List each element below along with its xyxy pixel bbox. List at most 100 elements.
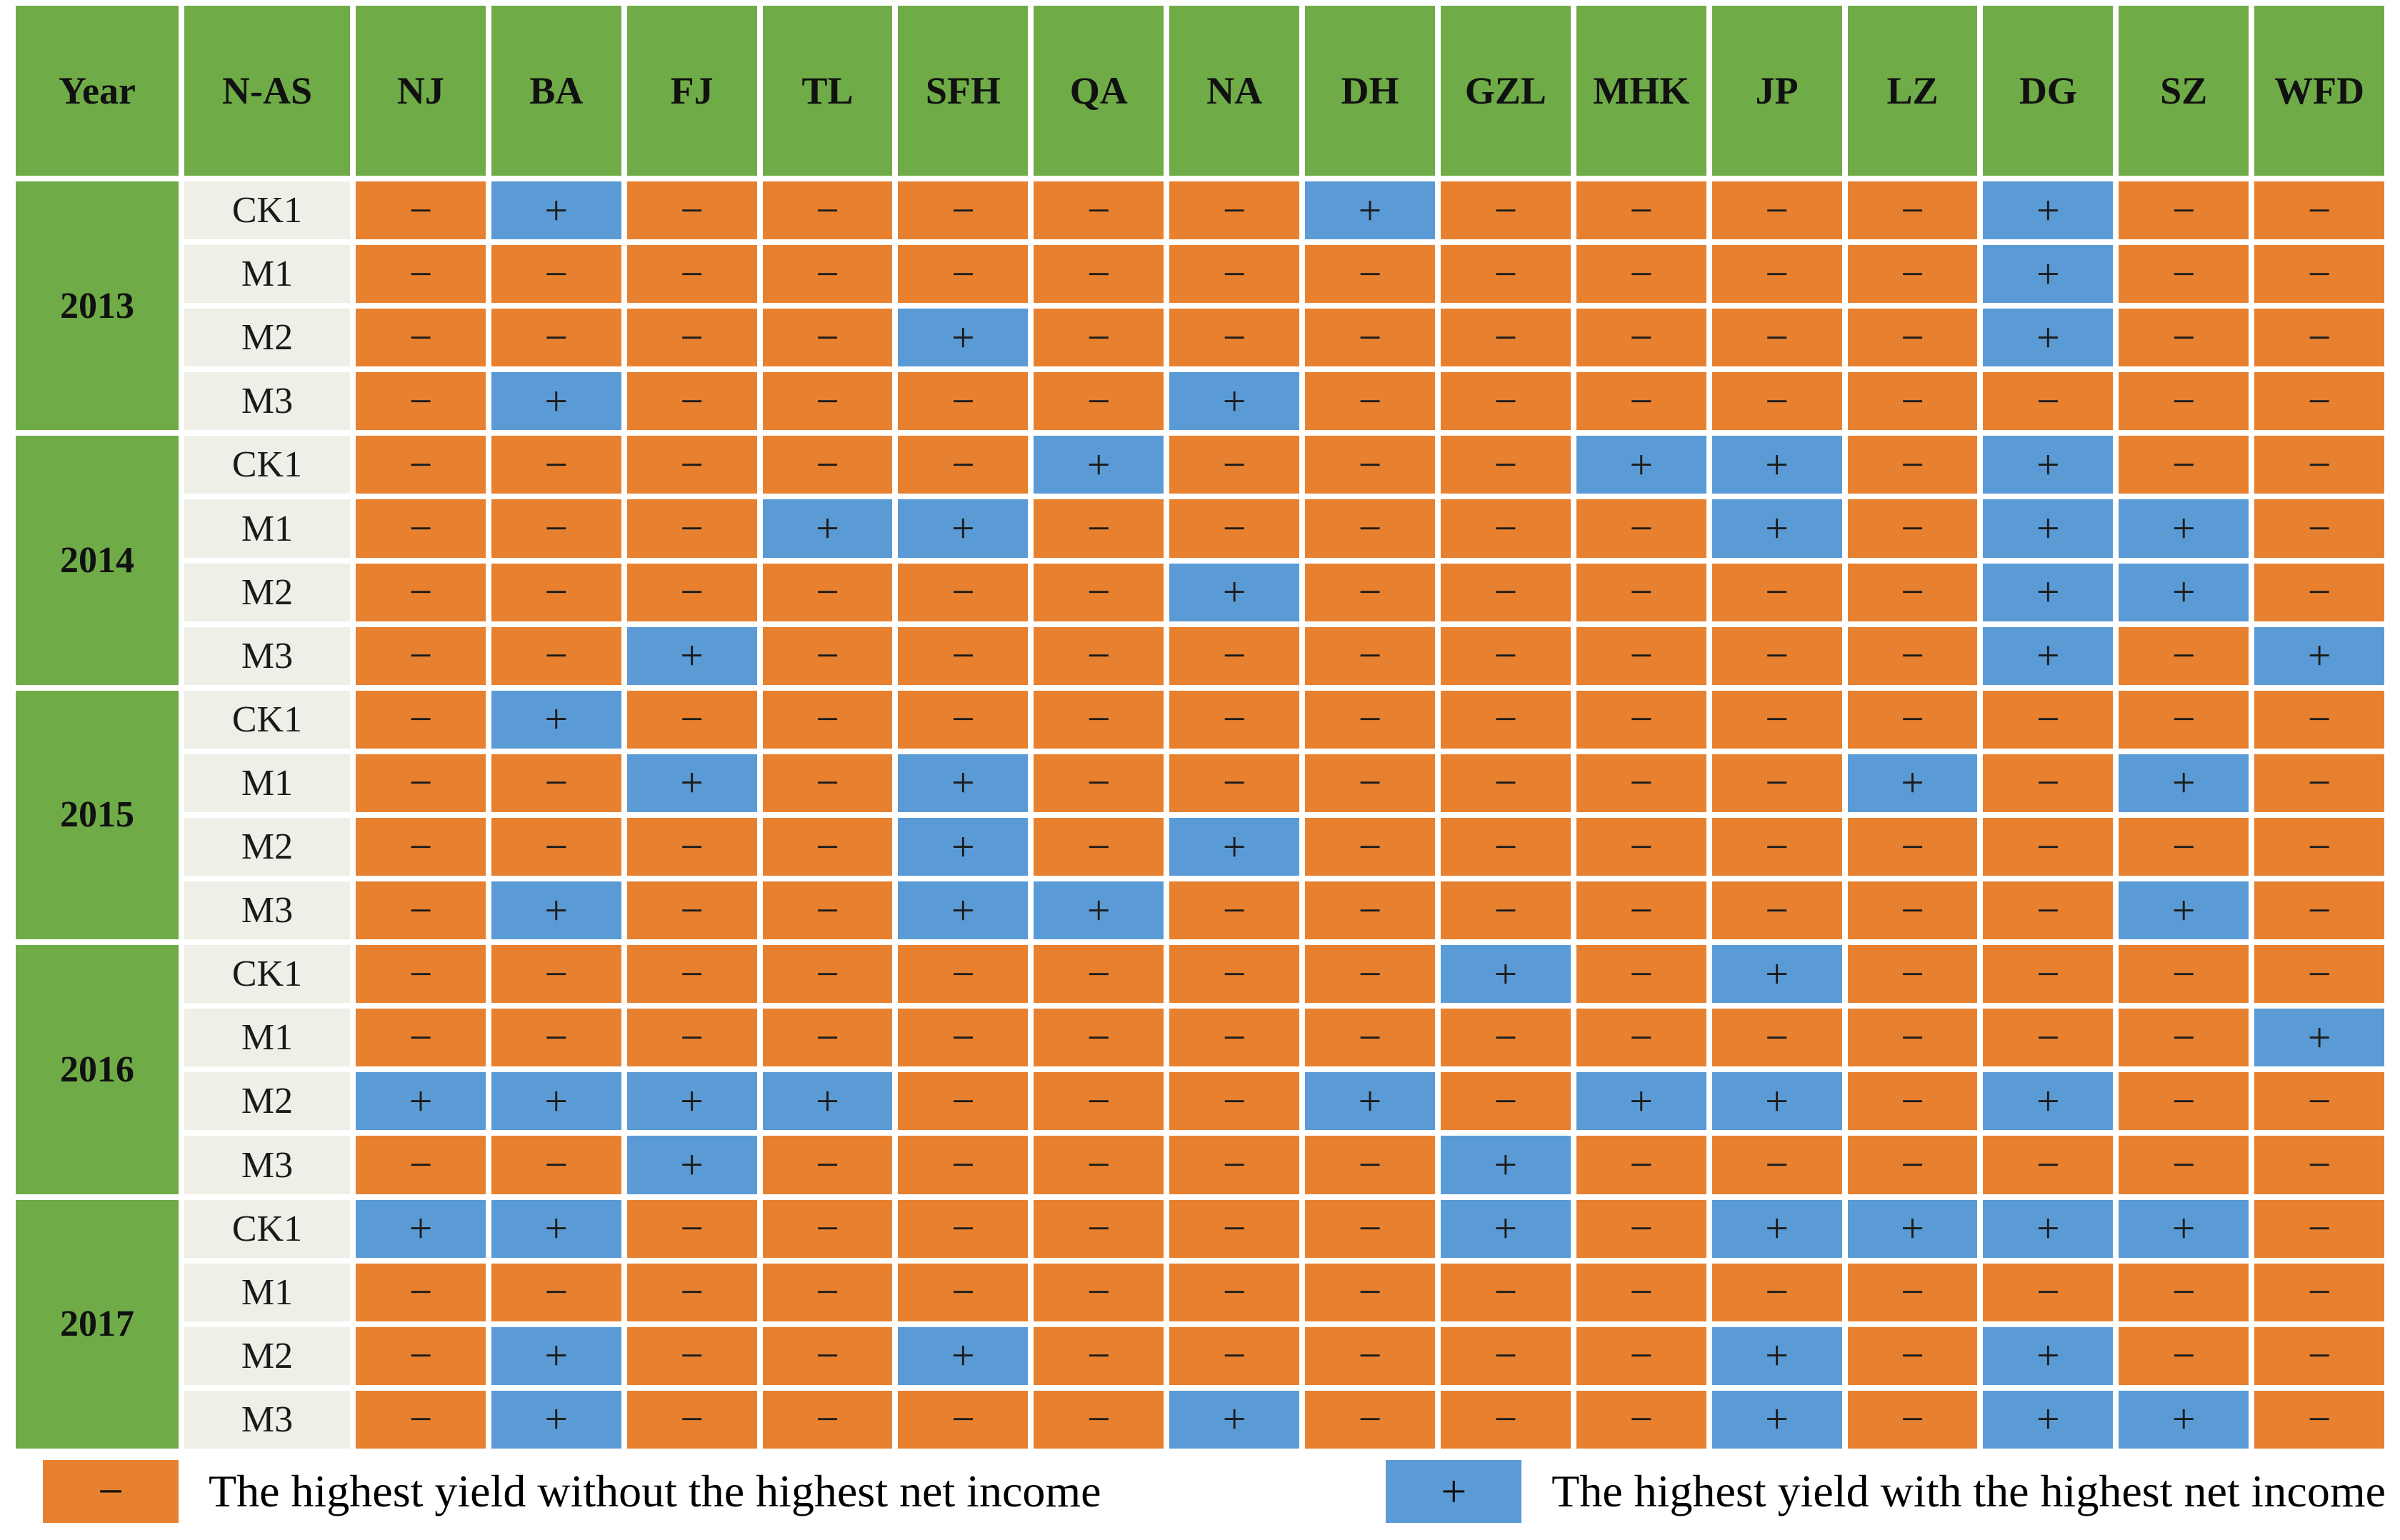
cell-2015-m1-dh: − — [1305, 754, 1435, 812]
cell-2015-m2-mhk: − — [1576, 817, 1706, 876]
cell-2013-m1-sz: − — [2119, 245, 2249, 304]
cell-2016-m3-dg: − — [1983, 1136, 2114, 1194]
cell-2017-ck1-gzl: + — [1440, 1199, 1571, 1258]
cell-2013-m1-dh: − — [1305, 245, 1435, 304]
cell-2017-m1-dh: − — [1305, 1263, 1435, 1321]
cell-2015-m1-ba: − — [491, 754, 621, 812]
cell-2016-ck1-gzl: + — [1440, 945, 1571, 1004]
cell-2017-ck1-sz: + — [2119, 1199, 2249, 1258]
cell-2016-m3-sfh: − — [898, 1136, 1029, 1194]
cell-2017-m1-mhk: − — [1576, 1263, 1706, 1321]
row-label-2017-ck1: CK1 — [184, 1199, 350, 1258]
cell-2013-m3-gzl: − — [1440, 372, 1571, 431]
cell-2016-m1-qa: − — [1034, 1009, 1164, 1067]
cell-2014-m3-dh: − — [1305, 626, 1435, 685]
cell-2014-m3-jp: − — [1711, 626, 1842, 685]
cell-2015-m3-lz: − — [1847, 881, 1978, 940]
cell-2014-m2-lz: − — [1847, 563, 1978, 621]
cell-2016-ck1-jp: + — [1711, 945, 1842, 1004]
cell-2014-m2-wfd: − — [2254, 563, 2384, 621]
legend-plus-symbol: + — [1441, 1465, 1467, 1516]
cell-2013-m1-na: − — [1169, 245, 1300, 304]
cell-2013-m3-tl: − — [762, 372, 893, 431]
cell-2013-m2-jp: − — [1711, 309, 1842, 367]
cell-2017-m2-fj: − — [626, 1326, 757, 1385]
cell-2017-m1-wfd: − — [2254, 1263, 2384, 1321]
year-cell-2014: 2014 — [16, 436, 179, 685]
cell-2016-m2-sfh: − — [898, 1072, 1029, 1131]
row-label-2015-ck1: CK1 — [184, 690, 350, 749]
cell-2015-m2-ba: − — [491, 817, 621, 876]
cell-2017-m2-dh: − — [1305, 1326, 1435, 1385]
cell-2016-m1-na: − — [1169, 1009, 1300, 1067]
cell-2016-m2-dh: + — [1305, 1072, 1435, 1131]
cell-2013-m2-dg: + — [1983, 309, 2114, 367]
cell-2016-ck1-nj: − — [356, 945, 486, 1004]
cell-2016-m2-dg: + — [1983, 1072, 2114, 1131]
row-label-2015-m1: M1 — [184, 754, 350, 812]
cell-2016-m3-ba: − — [491, 1136, 621, 1194]
cell-2013-m1-qa: − — [1034, 245, 1164, 304]
cell-2015-ck1-lz: − — [1847, 690, 1978, 749]
col-header-jp: JP — [1711, 6, 1842, 176]
cell-2014-m2-sz: + — [2119, 563, 2249, 621]
cell-2017-m2-sfh: + — [898, 1326, 1029, 1385]
row-label-2016-m1: M1 — [184, 1009, 350, 1067]
col-header-lz: LZ — [1847, 6, 1978, 176]
cell-2015-m1-tl: − — [762, 754, 893, 812]
heatmap-grid: Year N-AS NJ BA FJ TL SFH QA NA DH GZL MHK JP LZ DG SZ W… — [16, 6, 2384, 1449]
cell-2016-m2-gzl: − — [1440, 1072, 1571, 1131]
cell-2013-m3-sz: − — [2119, 372, 2249, 431]
cell-2013-ck1-jp: − — [1711, 181, 1842, 240]
cell-2013-ck1-gzl: − — [1440, 181, 1571, 240]
cell-2015-ck1-dg: − — [1983, 690, 2114, 749]
cell-2017-m2-nj: − — [356, 1326, 486, 1385]
cell-2017-ck1-mhk: − — [1576, 1199, 1706, 1258]
cell-2014-m1-sz: + — [2119, 499, 2249, 558]
cell-2015-m2-gzl: − — [1440, 817, 1571, 876]
cell-2013-m1-ba: − — [491, 245, 621, 304]
cell-2016-m2-jp: + — [1711, 1072, 1842, 1131]
cell-2014-m2-na: + — [1169, 563, 1300, 621]
cell-2015-ck1-tl: − — [762, 690, 893, 749]
cell-2014-m2-fj: − — [626, 563, 757, 621]
cell-2016-m3-jp: − — [1711, 1136, 1842, 1194]
cell-2013-m2-dh: − — [1305, 309, 1435, 367]
row-label-2014-m2: M2 — [184, 563, 350, 621]
cell-2017-ck1-fj: − — [626, 1199, 757, 1258]
cell-2015-m3-sfh: + — [898, 881, 1029, 940]
cell-2014-m3-gzl: − — [1440, 626, 1571, 685]
cell-2013-m2-fj: − — [626, 309, 757, 367]
cell-2014-m2-nj: − — [356, 563, 486, 621]
cell-2016-m1-sfh: − — [898, 1009, 1029, 1067]
cell-2015-m1-sz: + — [2119, 754, 2249, 812]
cell-2014-m1-qa: − — [1034, 499, 1164, 558]
cell-2017-m1-ba: − — [491, 1263, 621, 1321]
col-header-fj: FJ — [626, 6, 757, 176]
cell-2014-ck1-gzl: − — [1440, 436, 1571, 494]
cell-2017-m1-lz: − — [1847, 1263, 1978, 1321]
cell-2016-m3-dh: − — [1305, 1136, 1435, 1194]
cell-2014-m3-lz: − — [1847, 626, 1978, 685]
cell-2014-m3-tl: − — [762, 626, 893, 685]
legend-minus-label: The highest yield without the highest ne… — [209, 1465, 1101, 1516]
cell-2014-ck1-lz: − — [1847, 436, 1978, 494]
cell-2016-m1-nj: − — [356, 1009, 486, 1067]
row-label-2014-ck1: CK1 — [184, 436, 350, 494]
cell-2014-ck1-wfd: − — [2254, 436, 2384, 494]
legend-plus-swatch: + — [1386, 1459, 1522, 1523]
cell-2016-m3-sz: − — [2119, 1136, 2249, 1194]
cell-2014-ck1-sfh: − — [898, 436, 1029, 494]
cell-2017-m3-jp: + — [1711, 1390, 1842, 1449]
col-header-tl: TL — [762, 6, 893, 176]
cell-2014-m3-na: − — [1169, 626, 1300, 685]
cell-2015-m1-gzl: − — [1440, 754, 1571, 812]
cell-2013-m1-dg: + — [1983, 245, 2114, 304]
cell-2017-m1-fj: − — [626, 1263, 757, 1321]
cell-2014-m3-nj: − — [356, 626, 486, 685]
cell-2016-m3-na: − — [1169, 1136, 1300, 1194]
cell-2017-m3-sfh: − — [898, 1390, 1029, 1449]
cell-2014-m2-mhk: − — [1576, 563, 1706, 621]
row-label-2017-m2: M2 — [184, 1326, 350, 1385]
cell-2013-m1-lz: − — [1847, 245, 1978, 304]
